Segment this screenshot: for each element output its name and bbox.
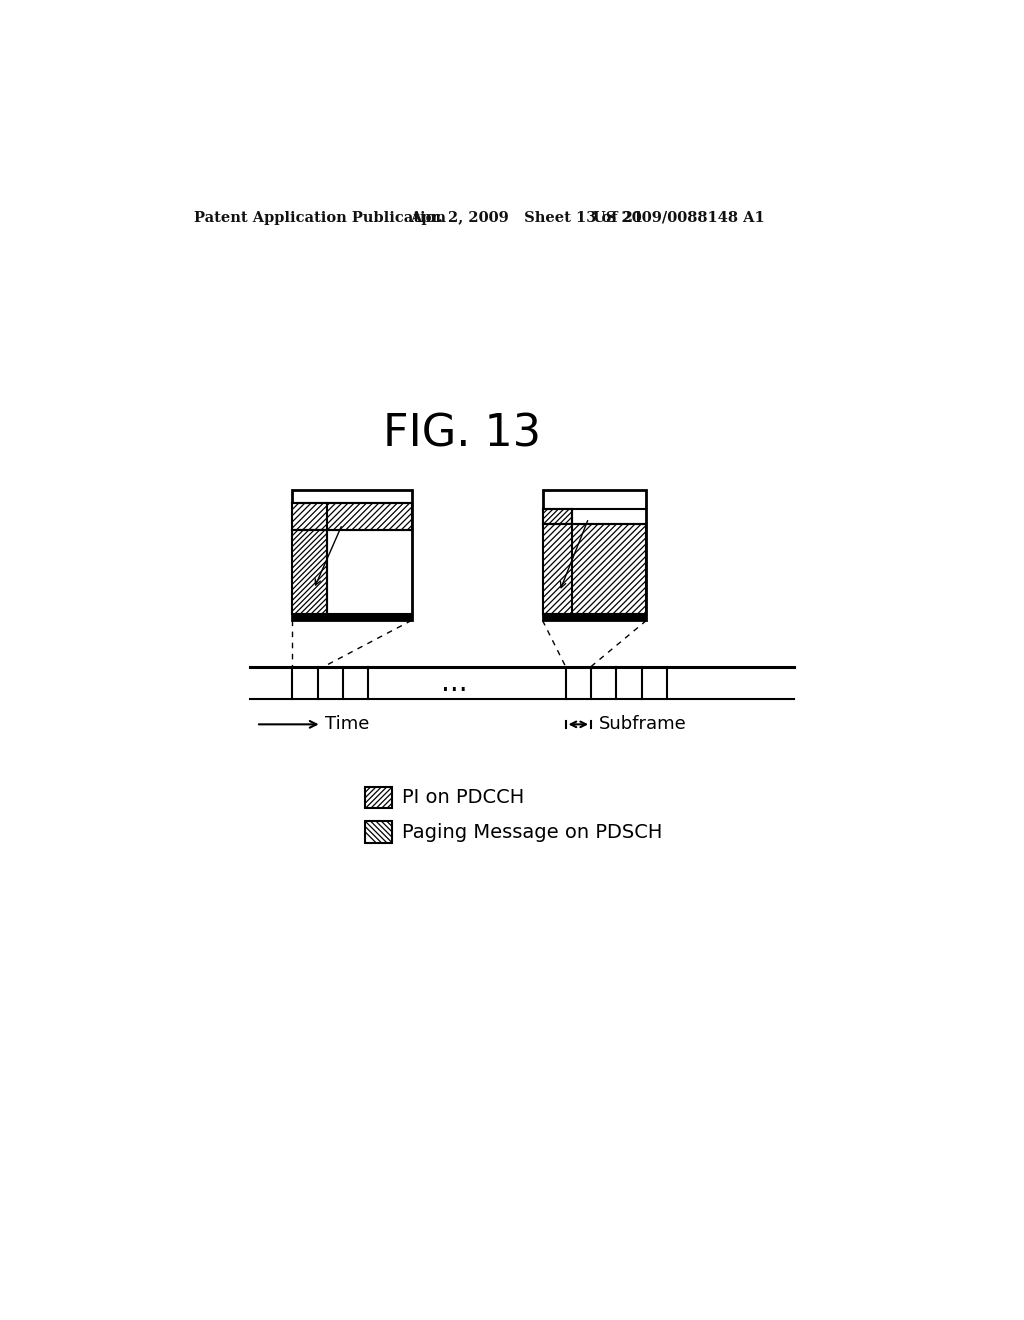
Bar (543, 614, 646, 620)
Text: Paging Message on PDSCH: Paging Message on PDSCH (401, 822, 662, 842)
Text: Subframe: Subframe (599, 715, 686, 734)
Text: Apr. 2, 2009   Sheet 13 of 21: Apr. 2, 2009 Sheet 13 of 21 (410, 211, 643, 224)
Bar (543, 508, 571, 524)
Bar (366, 787, 392, 808)
Bar (366, 787, 392, 808)
Bar (543, 508, 571, 524)
Text: Time: Time (325, 715, 369, 734)
Bar (292, 531, 327, 614)
Text: PI on PDCCH: PI on PDCCH (401, 788, 524, 807)
Bar (366, 821, 392, 843)
Text: Patent Application Publication: Patent Application Publication (194, 211, 445, 224)
Bar (543, 524, 646, 614)
Bar (292, 503, 412, 531)
Bar (292, 490, 412, 620)
Bar (292, 531, 327, 614)
Text: FIG. 13: FIG. 13 (383, 412, 541, 455)
Bar (292, 614, 412, 620)
Bar (543, 524, 646, 614)
Bar (366, 821, 392, 843)
Bar (292, 503, 412, 531)
Text: US 2009/0088148 A1: US 2009/0088148 A1 (593, 211, 764, 224)
Text: ...: ... (440, 669, 467, 697)
Bar (543, 490, 646, 620)
